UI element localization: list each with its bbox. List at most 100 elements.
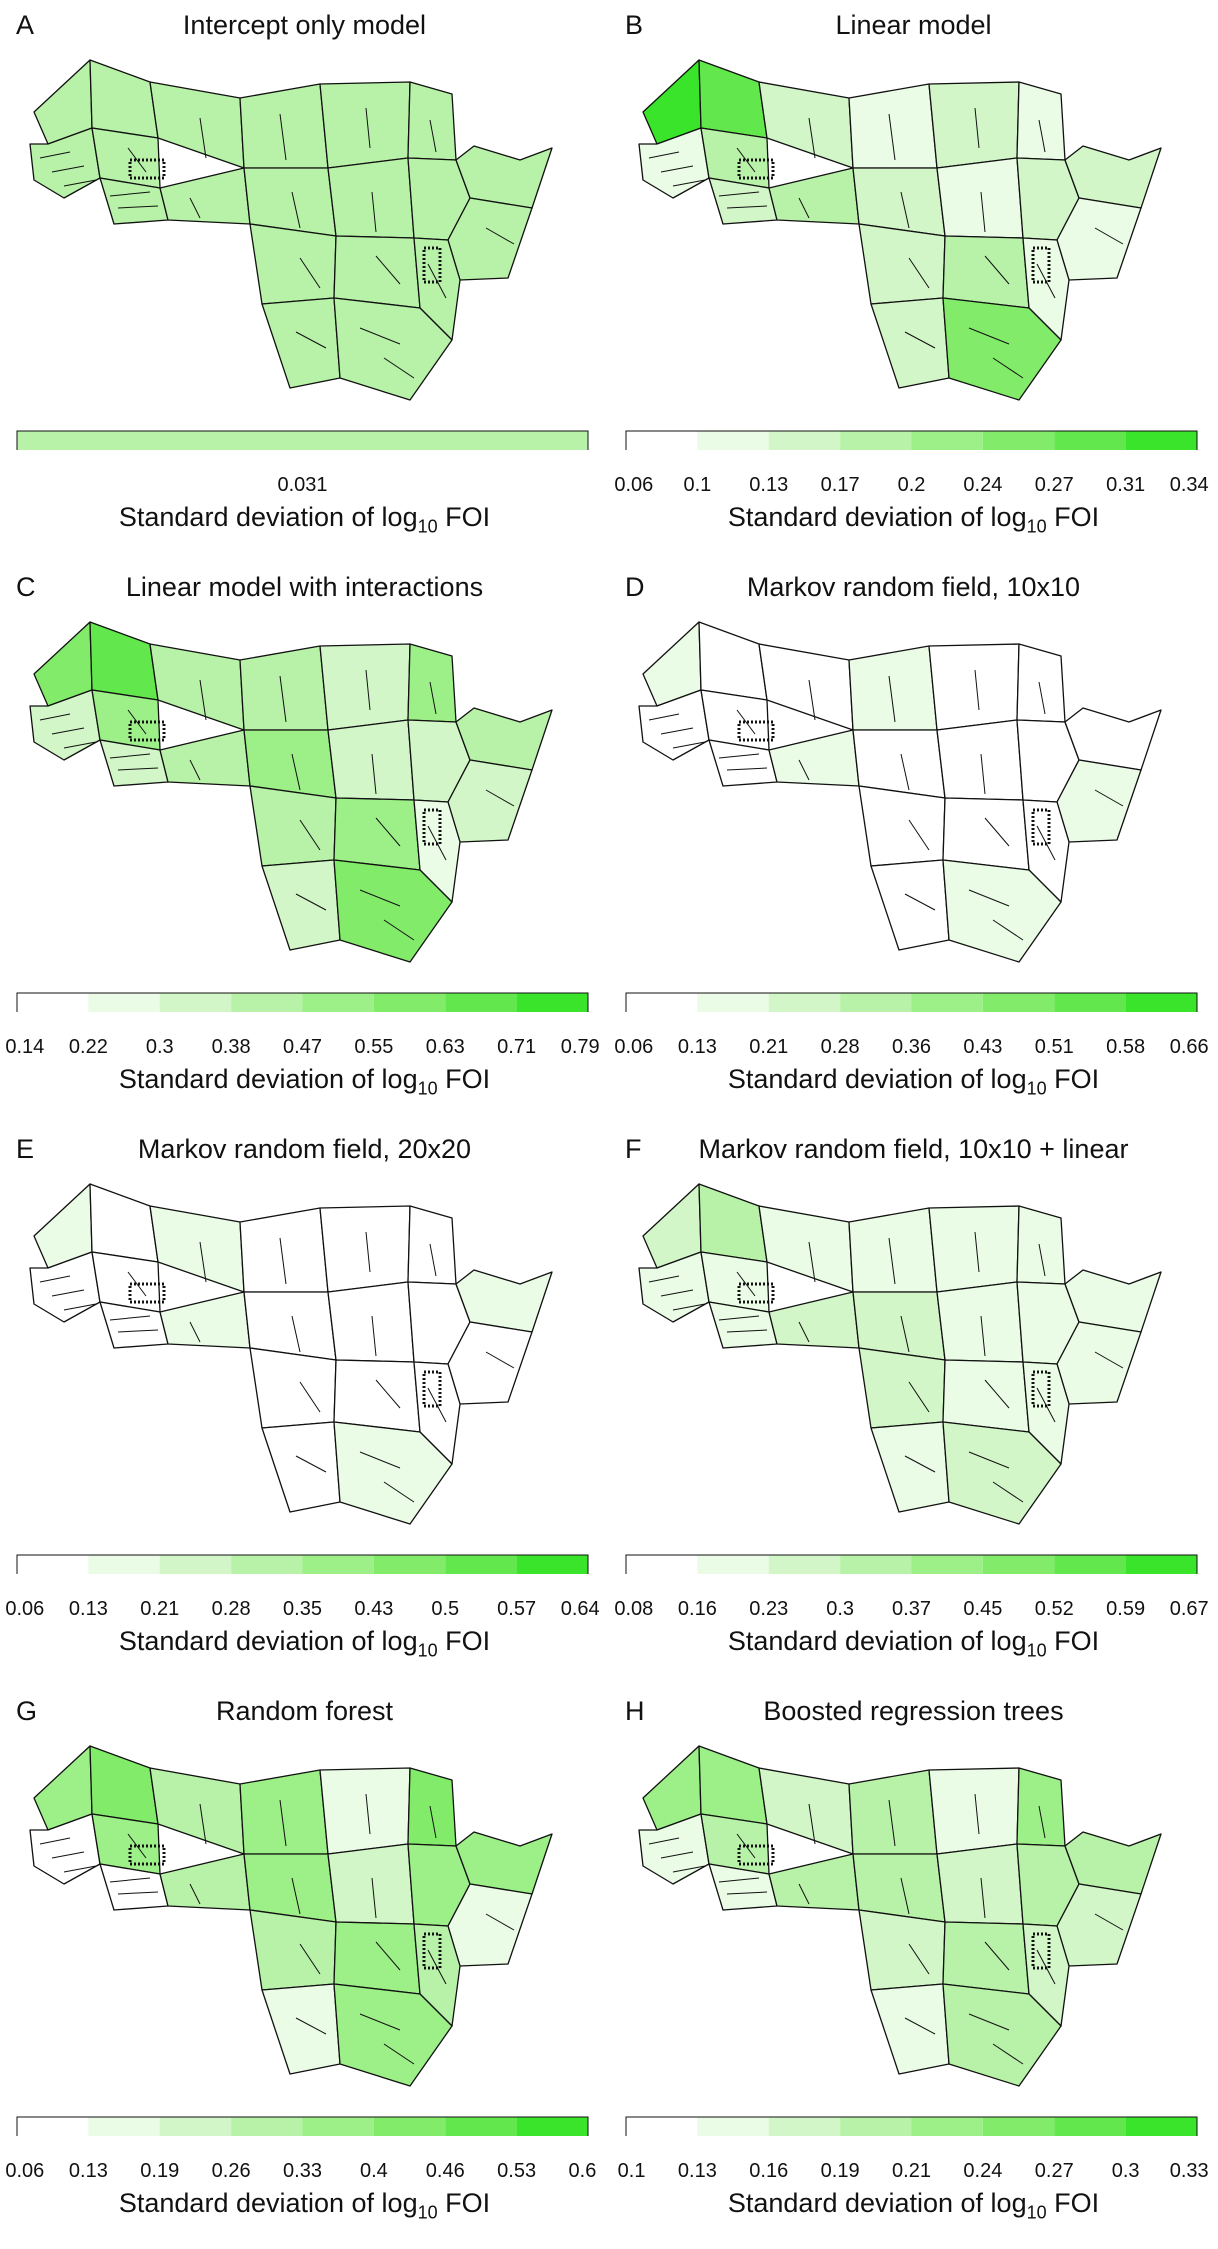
map-region	[698, 621, 768, 701]
region-border	[726, 1329, 768, 1333]
colorbar-band	[231, 1555, 303, 1574]
colorbar-band	[1054, 993, 1126, 1012]
region-border	[485, 1351, 515, 1369]
map-region	[447, 1883, 533, 1967]
map-region	[1056, 197, 1142, 281]
axis-label-suffix: FOI	[437, 502, 491, 532]
map-region	[870, 1983, 950, 2075]
region-border	[968, 889, 1010, 907]
map-region	[327, 157, 415, 239]
region-border	[109, 753, 151, 759]
colorbar-frame	[16, 2116, 589, 2136]
colorbar-tick-label: 0.24	[963, 474, 1003, 496]
map-region	[638, 689, 710, 761]
region-border	[904, 1455, 936, 1473]
colorbar-tick-label: 0.27	[1034, 474, 1074, 496]
map-region	[698, 59, 768, 139]
region-border	[1094, 227, 1124, 245]
region-border	[908, 819, 930, 851]
region-border	[992, 2043, 1024, 2065]
map-region	[407, 1767, 457, 1847]
region-border	[39, 151, 71, 159]
colorbar-band	[1125, 431, 1197, 450]
dense-border-cluster	[1031, 1370, 1051, 1408]
colorbar-frame	[16, 1554, 589, 1574]
colorbar-band	[1054, 2117, 1126, 2136]
colorbar-band	[159, 2117, 232, 2136]
map-region	[319, 643, 411, 731]
map-region	[261, 1983, 341, 2075]
region-border	[1094, 1913, 1124, 1931]
colorbar-band	[1125, 993, 1197, 1012]
colorbar-band	[88, 993, 160, 1012]
dense-border-cluster	[737, 158, 775, 180]
map-region	[942, 797, 1030, 871]
colorbar-tick-label: 0.47	[283, 1036, 322, 1058]
region-border	[117, 1329, 159, 1333]
region-border	[127, 709, 147, 735]
region-border	[109, 1877, 151, 1883]
map-region	[89, 1745, 159, 1825]
region-border	[359, 327, 401, 345]
region-border	[109, 191, 151, 197]
region-border	[199, 117, 207, 159]
map-region	[89, 1183, 159, 1263]
region-border	[199, 679, 207, 721]
region-border	[291, 1315, 301, 1353]
map-region	[936, 1281, 1024, 1363]
region-border	[736, 709, 756, 735]
panel-f: F Markov random field, 10x10 + linear 0.08…	[609, 1124, 1218, 1686]
colorbar-tick-label: 0.63	[425, 1036, 465, 1058]
region-border	[359, 1451, 401, 1469]
colorbar-tick-labels: 0.08 0.16 0.23 0.3 0.37 0.45 0.52 0.59 0.67	[614, 1598, 1208, 1626]
axis-label-main: Standard deviation of log	[118, 1626, 418, 1656]
region-border	[808, 679, 816, 721]
map-region	[159, 729, 251, 787]
colorbar-band	[231, 993, 303, 1012]
region-border	[299, 1943, 321, 1975]
map-region	[149, 81, 245, 169]
dense-border-cluster	[1031, 246, 1051, 284]
colorbar-band	[626, 1555, 698, 1574]
axis-label-suffix: FOI	[1046, 1626, 1100, 1656]
colorbar-tick-label: 0.31	[1106, 474, 1146, 496]
colorbar-tick-label: 0.24	[963, 2160, 1003, 2182]
region-border	[39, 1275, 71, 1283]
colorbar-band	[697, 431, 769, 450]
colorbar-tick-label: 0.66	[1169, 1036, 1209, 1058]
region-border	[974, 1231, 980, 1273]
colorbar-band	[697, 1555, 769, 1574]
region-border	[798, 197, 810, 219]
map-region	[942, 1921, 1030, 1995]
map-region	[327, 719, 415, 801]
axis-label-subscript: 10	[1026, 2202, 1047, 2223]
axis-label-subscript: 10	[417, 2202, 438, 2223]
map-region	[333, 1421, 453, 1525]
map-region	[942, 1359, 1030, 1433]
region-border	[984, 1379, 1010, 1409]
region-border	[485, 1913, 515, 1931]
panel-letter: A	[16, 10, 35, 40]
choropleth-map	[638, 1745, 1162, 2087]
colorbar	[625, 430, 1198, 450]
dense-border-cluster	[128, 1844, 166, 1866]
colorbar-tick-label: 0.21	[892, 2160, 931, 2182]
region-border	[63, 1303, 97, 1311]
region-border	[736, 147, 756, 173]
colorbar-tick-label: 0.52	[1034, 1598, 1074, 1620]
map-region	[848, 1207, 938, 1293]
colorbar-band	[159, 993, 232, 1012]
axis-label-subscript: 10	[417, 516, 438, 537]
region-border	[371, 1877, 377, 1919]
map-region	[768, 1291, 860, 1349]
region-border	[908, 1381, 930, 1413]
region-border	[291, 753, 301, 791]
region-border	[127, 1271, 147, 1297]
panel-letter: G	[16, 1696, 38, 1726]
colorbar	[16, 430, 589, 450]
colorbar-tick-label: 0.21	[749, 1036, 789, 1058]
region-border	[383, 2043, 415, 2065]
region-border	[908, 257, 930, 289]
region-border	[371, 753, 377, 795]
map-region	[942, 235, 1030, 309]
